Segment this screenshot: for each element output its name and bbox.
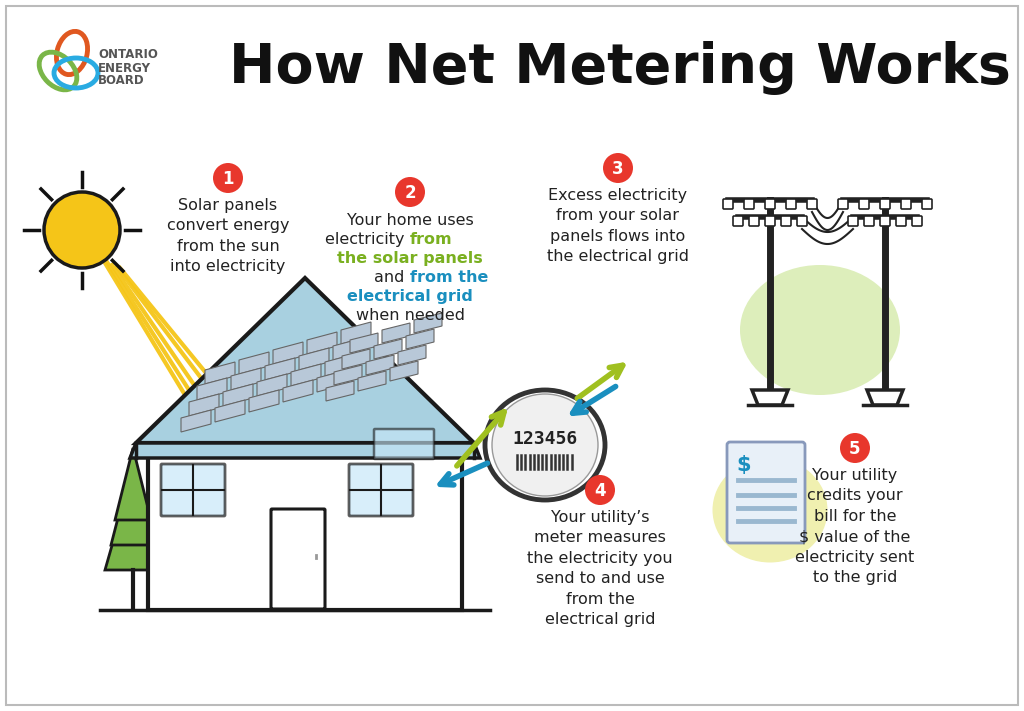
- Text: Your home uses: Your home uses: [347, 213, 473, 228]
- Ellipse shape: [713, 457, 827, 562]
- FancyBboxPatch shape: [744, 199, 754, 209]
- Polygon shape: [358, 371, 386, 391]
- FancyBboxPatch shape: [727, 442, 805, 543]
- FancyBboxPatch shape: [161, 464, 225, 516]
- Polygon shape: [130, 443, 480, 458]
- Text: when needed: when needed: [355, 308, 465, 323]
- Polygon shape: [257, 374, 287, 396]
- FancyBboxPatch shape: [723, 199, 733, 209]
- Polygon shape: [105, 472, 161, 570]
- Polygon shape: [382, 323, 410, 343]
- FancyBboxPatch shape: [880, 216, 890, 226]
- Text: 1: 1: [222, 170, 233, 188]
- Polygon shape: [307, 332, 337, 354]
- Polygon shape: [148, 438, 462, 610]
- FancyBboxPatch shape: [374, 429, 434, 459]
- FancyBboxPatch shape: [880, 199, 890, 209]
- Text: Solar panels
convert energy
from the sun
into electricity: Solar panels convert energy from the sun…: [167, 198, 289, 274]
- Polygon shape: [350, 333, 378, 353]
- Text: electrical grid: electrical grid: [347, 289, 473, 304]
- Polygon shape: [197, 378, 227, 400]
- Text: ONTARIO: ONTARIO: [98, 48, 158, 61]
- Text: 3: 3: [612, 160, 624, 178]
- FancyBboxPatch shape: [838, 199, 848, 209]
- FancyBboxPatch shape: [901, 199, 911, 209]
- Polygon shape: [231, 368, 261, 390]
- FancyBboxPatch shape: [733, 216, 743, 226]
- FancyBboxPatch shape: [749, 216, 759, 226]
- Polygon shape: [334, 365, 362, 385]
- Text: Your utility’s
meter measures
the electricity you
send to and use
from the
elect: Your utility’s meter measures the electr…: [527, 510, 673, 627]
- Circle shape: [44, 192, 120, 268]
- Polygon shape: [181, 410, 211, 432]
- Polygon shape: [414, 313, 442, 333]
- FancyBboxPatch shape: [807, 199, 817, 209]
- Polygon shape: [341, 322, 371, 344]
- FancyBboxPatch shape: [859, 199, 869, 209]
- Polygon shape: [215, 400, 245, 422]
- Text: and: and: [375, 270, 410, 285]
- Circle shape: [395, 177, 425, 207]
- Text: Excess electricity
from your solar
panels flows into
the electrical grid: Excess electricity from your solar panel…: [547, 188, 689, 264]
- Circle shape: [585, 475, 615, 505]
- FancyBboxPatch shape: [781, 216, 791, 226]
- Ellipse shape: [492, 394, 598, 496]
- Text: How Net Metering Works: How Net Metering Works: [229, 41, 1011, 95]
- Circle shape: [213, 163, 243, 193]
- Polygon shape: [374, 339, 402, 359]
- Text: ENERGY: ENERGY: [98, 61, 151, 75]
- Polygon shape: [317, 370, 347, 392]
- Text: BOARD: BOARD: [98, 75, 144, 87]
- Text: 4: 4: [594, 482, 606, 500]
- Polygon shape: [249, 390, 279, 412]
- Polygon shape: [189, 394, 219, 416]
- Polygon shape: [398, 345, 426, 365]
- Polygon shape: [265, 358, 295, 380]
- FancyBboxPatch shape: [765, 216, 775, 226]
- Polygon shape: [406, 329, 434, 349]
- Text: electricity: electricity: [326, 232, 410, 247]
- FancyBboxPatch shape: [786, 199, 796, 209]
- Polygon shape: [111, 460, 155, 545]
- Polygon shape: [205, 362, 234, 384]
- Ellipse shape: [485, 390, 605, 500]
- FancyBboxPatch shape: [864, 216, 874, 226]
- Text: 123456: 123456: [512, 430, 578, 448]
- Text: 2: 2: [404, 184, 416, 202]
- Polygon shape: [325, 354, 355, 376]
- Polygon shape: [326, 381, 354, 401]
- Text: from the: from the: [410, 270, 488, 285]
- Polygon shape: [342, 349, 370, 369]
- Text: 5: 5: [849, 440, 861, 458]
- Polygon shape: [273, 342, 303, 364]
- Polygon shape: [223, 384, 253, 406]
- Circle shape: [840, 433, 870, 463]
- FancyBboxPatch shape: [765, 199, 775, 209]
- FancyBboxPatch shape: [349, 464, 413, 516]
- Polygon shape: [752, 390, 788, 405]
- Polygon shape: [115, 448, 151, 520]
- Text: Your utility
credits your
bill for the
$ value of the
electricity sent
to the gr: Your utility credits your bill for the $…: [796, 468, 914, 585]
- Polygon shape: [291, 364, 321, 386]
- Polygon shape: [390, 361, 418, 381]
- Polygon shape: [136, 278, 474, 443]
- Polygon shape: [333, 338, 362, 360]
- Text: $: $: [736, 455, 752, 475]
- Ellipse shape: [740, 265, 900, 395]
- Circle shape: [603, 153, 633, 183]
- FancyBboxPatch shape: [271, 509, 325, 609]
- Polygon shape: [867, 390, 903, 405]
- FancyBboxPatch shape: [922, 199, 932, 209]
- Polygon shape: [283, 380, 313, 402]
- Polygon shape: [366, 355, 394, 375]
- Polygon shape: [239, 352, 269, 374]
- FancyBboxPatch shape: [912, 216, 922, 226]
- Text: the solar panels: the solar panels: [337, 251, 483, 266]
- FancyBboxPatch shape: [797, 216, 807, 226]
- FancyBboxPatch shape: [848, 216, 858, 226]
- Text: from: from: [410, 232, 453, 247]
- Polygon shape: [299, 348, 329, 370]
- FancyBboxPatch shape: [896, 216, 906, 226]
